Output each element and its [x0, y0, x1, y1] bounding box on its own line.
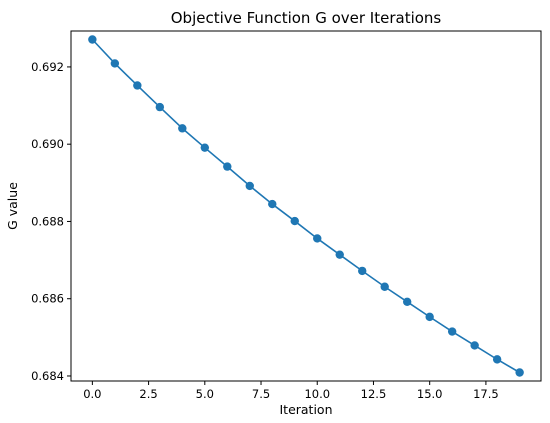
x-tick-label: 12.5: [361, 387, 387, 401]
y-axis-ticks: 0.684 0.686 0.688 0.690 0.692: [31, 60, 71, 383]
x-tick-label: 2.5: [139, 387, 157, 401]
x-tick-label: 17.5: [473, 387, 499, 401]
x-tick-label: 0.0: [83, 387, 101, 401]
data-point: [268, 199, 277, 209]
data-point: [88, 35, 97, 44]
data-point: [133, 81, 142, 90]
chart-title: Objective Function G over Iterations: [171, 9, 442, 27]
y-tick-label: 0.686: [31, 292, 64, 306]
y-tick-label: 0.692: [31, 60, 64, 74]
series-layer: [88, 35, 524, 377]
data-point: [492, 355, 502, 364]
data-point: [110, 59, 120, 68]
data-point: [313, 234, 322, 243]
data-point: [515, 368, 524, 377]
y-tick-label: 0.684: [31, 369, 64, 383]
data-point: [155, 102, 165, 112]
data-point: [447, 327, 457, 336]
y-axis-label: G value: [5, 182, 20, 230]
x-tick-label: 10.0: [304, 387, 330, 401]
data-point: [470, 341, 479, 350]
x-axis-ticks: 0.0 2.5 5.0 7.5 10.0 12.5 15.0 17.5: [83, 381, 499, 401]
data-point: [380, 282, 389, 291]
data-point: [358, 266, 367, 276]
data-point: [223, 162, 232, 171]
y-tick-label: 0.688: [31, 214, 64, 228]
data-point: [402, 297, 412, 307]
data-point: [335, 250, 344, 259]
x-axis-label: Iteration: [279, 402, 332, 417]
y-tick-label: 0.690: [31, 137, 64, 151]
series-line: [91, 38, 521, 374]
data-point: [200, 143, 210, 152]
plot-frame: [70, 30, 542, 382]
data-point: [290, 216, 299, 226]
data-point: [245, 181, 254, 191]
x-tick-label: 15.0: [417, 387, 443, 401]
plot-area: [70, 30, 542, 382]
data-point: [425, 312, 434, 322]
x-tick-label: 5.0: [196, 387, 214, 401]
data-point: [178, 124, 187, 133]
x-tick-label: 7.5: [252, 387, 270, 401]
